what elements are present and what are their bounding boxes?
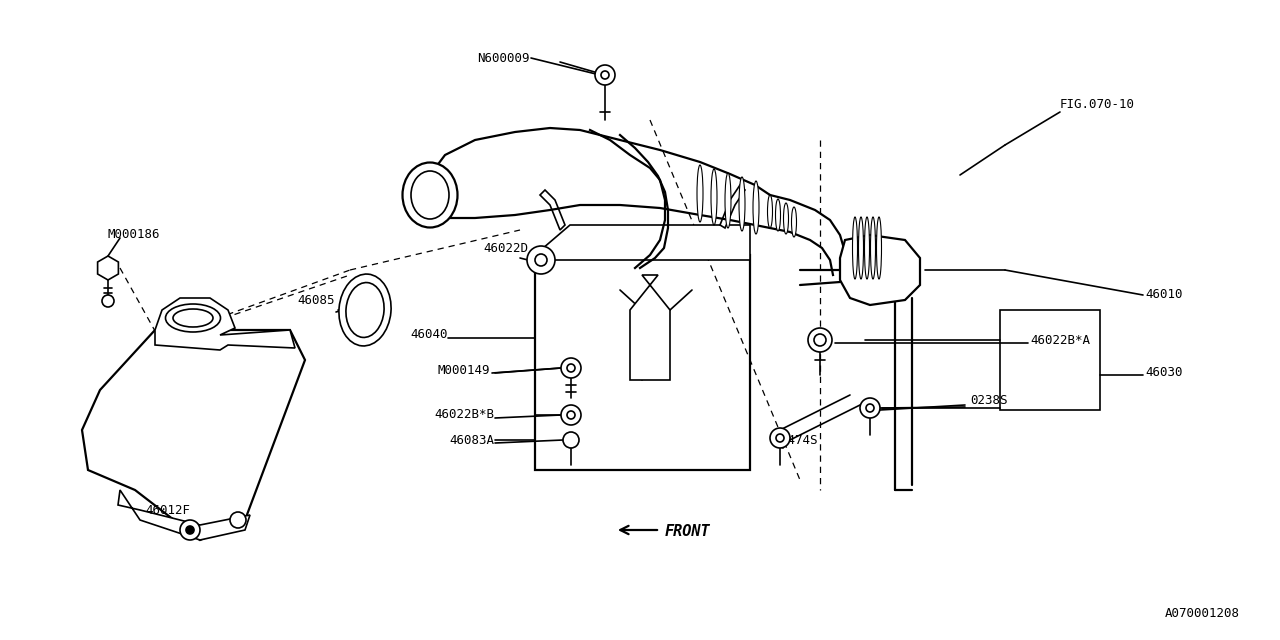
Text: M000149: M000149 bbox=[438, 364, 490, 376]
Circle shape bbox=[776, 434, 783, 442]
Text: 46040: 46040 bbox=[411, 328, 448, 342]
Circle shape bbox=[567, 411, 575, 419]
Text: 46085: 46085 bbox=[297, 294, 335, 307]
Ellipse shape bbox=[870, 217, 876, 279]
Polygon shape bbox=[118, 490, 250, 540]
Circle shape bbox=[563, 432, 579, 448]
Ellipse shape bbox=[411, 171, 449, 219]
Text: 46022B*A: 46022B*A bbox=[1030, 333, 1091, 346]
Circle shape bbox=[808, 328, 832, 352]
Circle shape bbox=[595, 65, 614, 85]
Circle shape bbox=[230, 512, 246, 528]
Text: 46030: 46030 bbox=[1146, 365, 1183, 378]
Polygon shape bbox=[82, 330, 305, 540]
Polygon shape bbox=[630, 275, 669, 380]
Circle shape bbox=[567, 364, 575, 372]
Ellipse shape bbox=[173, 309, 212, 327]
Circle shape bbox=[535, 254, 547, 266]
Polygon shape bbox=[97, 256, 118, 280]
Polygon shape bbox=[840, 235, 920, 305]
Ellipse shape bbox=[776, 199, 781, 231]
Ellipse shape bbox=[783, 203, 788, 234]
Ellipse shape bbox=[864, 217, 869, 279]
Ellipse shape bbox=[165, 304, 220, 332]
Ellipse shape bbox=[791, 207, 796, 237]
Polygon shape bbox=[719, 185, 745, 228]
Text: 46022B*B: 46022B*B bbox=[434, 408, 494, 422]
Text: 0474S: 0474S bbox=[780, 433, 818, 447]
Text: 46083A: 46083A bbox=[449, 433, 494, 447]
Text: FIG.070-10: FIG.070-10 bbox=[1060, 99, 1135, 111]
Ellipse shape bbox=[698, 165, 703, 222]
Circle shape bbox=[867, 404, 874, 412]
Ellipse shape bbox=[339, 274, 392, 346]
Circle shape bbox=[527, 246, 556, 274]
Polygon shape bbox=[540, 190, 564, 230]
Circle shape bbox=[180, 520, 200, 540]
Ellipse shape bbox=[710, 169, 717, 225]
Ellipse shape bbox=[852, 217, 858, 279]
Ellipse shape bbox=[877, 217, 882, 279]
Ellipse shape bbox=[739, 177, 745, 231]
Text: 46022D: 46022D bbox=[483, 241, 529, 255]
Text: 46010: 46010 bbox=[1146, 289, 1183, 301]
Text: N600009: N600009 bbox=[477, 51, 530, 65]
Bar bbox=[1000, 310, 1100, 410]
Ellipse shape bbox=[768, 195, 773, 228]
Circle shape bbox=[814, 334, 826, 346]
Polygon shape bbox=[535, 225, 750, 260]
Circle shape bbox=[561, 358, 581, 378]
Circle shape bbox=[860, 398, 881, 418]
Ellipse shape bbox=[859, 217, 864, 279]
Circle shape bbox=[102, 295, 114, 307]
Text: 46012F: 46012F bbox=[145, 504, 189, 516]
Circle shape bbox=[602, 71, 609, 79]
Circle shape bbox=[771, 428, 790, 448]
Text: A070001208: A070001208 bbox=[1165, 607, 1240, 620]
Text: M000186: M000186 bbox=[108, 228, 160, 241]
Polygon shape bbox=[155, 298, 294, 350]
Ellipse shape bbox=[402, 163, 457, 227]
Text: 0238S: 0238S bbox=[970, 394, 1007, 406]
Ellipse shape bbox=[753, 181, 759, 234]
Circle shape bbox=[186, 526, 195, 534]
Text: FRONT: FRONT bbox=[666, 524, 710, 539]
Ellipse shape bbox=[724, 173, 731, 228]
Ellipse shape bbox=[346, 282, 384, 337]
Circle shape bbox=[561, 405, 581, 425]
Bar bbox=[535, 255, 750, 470]
